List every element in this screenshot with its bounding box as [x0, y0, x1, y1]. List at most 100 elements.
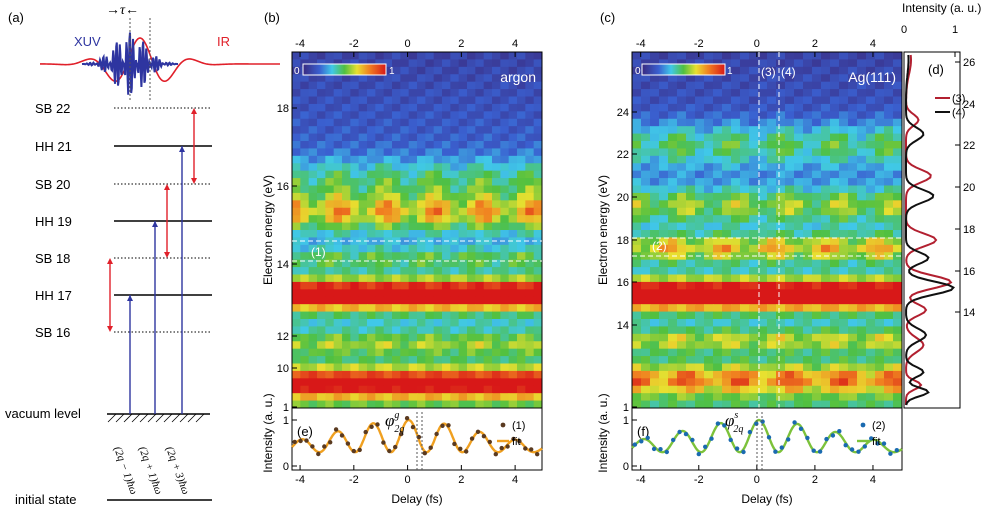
heatmap-cell: [848, 378, 858, 387]
heatmap-cell: [668, 170, 678, 179]
heatmap-cell: [875, 178, 885, 187]
heatmap-cell: [758, 267, 768, 276]
heatmap-cell: [695, 230, 705, 239]
heatmap-cell: [830, 393, 840, 402]
heatmap-cell: [677, 341, 687, 350]
heatmap-cell: [300, 341, 310, 350]
heatmap-cell: [383, 81, 393, 90]
heatmap-cell: [821, 311, 831, 320]
heatmap-cell: [884, 237, 894, 246]
data-point: [517, 439, 522, 444]
heatmap-cell: [695, 170, 705, 179]
heatmap-cell: [358, 341, 368, 350]
heatmap-cell: [713, 103, 723, 112]
heatmap-cell: [508, 148, 518, 157]
heatmap-cell: [408, 304, 418, 313]
heatmap-cell: [292, 356, 301, 365]
heatmap-cell: [884, 348, 894, 357]
heatmap-cell: [749, 348, 759, 357]
heatmap-cell: [704, 341, 714, 350]
heatmap-cell: [731, 192, 741, 201]
heatmap-cell: [731, 133, 741, 142]
heatmap-cell: [704, 348, 714, 357]
heatmap-cell: [458, 163, 468, 172]
heatmap-cell: [408, 118, 418, 127]
data-point: [375, 422, 380, 427]
heatmap-cell: [475, 207, 485, 216]
heatmap-cell: [433, 118, 443, 127]
heatmap-cell: [350, 163, 360, 172]
heatmap-cell: [812, 178, 822, 187]
heatmap-cell: [767, 141, 777, 150]
heatmap-cell: [467, 267, 476, 276]
heatmap-cell: [425, 155, 435, 164]
data-point: [351, 448, 356, 454]
heatmap-cell: [458, 52, 468, 61]
heatmap-cell: [749, 296, 759, 305]
heatmap-cell: [875, 133, 885, 142]
heatmap-cell: [383, 333, 393, 342]
heatmap-cell: [767, 170, 777, 179]
heatmap-cell: [375, 385, 385, 394]
heatmap-cell: [483, 148, 493, 157]
heatmap-cell: [803, 89, 813, 98]
heatmap-cell: [785, 400, 795, 408]
heatmap-cell: [367, 363, 376, 372]
heatmap-cell: [677, 370, 687, 379]
heatmap-cell: [632, 378, 642, 387]
heatmap-cell: [731, 96, 741, 105]
heatmap-cell: [300, 192, 310, 201]
heatmap-cell: [300, 74, 310, 83]
heatmap-cell: [308, 141, 318, 150]
heatmap-cell: [508, 370, 518, 379]
heatmap-cell: [632, 274, 642, 283]
heatmap-cell: [300, 244, 310, 253]
heatmap-cell: [533, 393, 542, 402]
heatmap-cell: [325, 170, 335, 179]
heatmap-cell: [803, 348, 813, 357]
heatmap-cell: [785, 200, 795, 209]
heatmap-cell: [866, 185, 876, 194]
heatmap-cell: [686, 393, 696, 402]
heatmap-cell: [785, 304, 795, 313]
heatmap-cell: [668, 348, 678, 357]
x-tick-label: 0: [754, 38, 760, 50]
heatmap-cell: [704, 400, 714, 408]
panel-e-frame: [291, 407, 543, 471]
heatmap-cell: [308, 155, 318, 164]
heatmap-cell: [392, 244, 401, 253]
heatmap-cell: [350, 356, 360, 365]
heatmap-cell: [425, 393, 435, 402]
heatmap-cell: [508, 185, 518, 194]
data-point: [493, 452, 498, 457]
heatmap-cell: [659, 385, 669, 394]
heatmap-cell: [533, 207, 542, 216]
heatmap-cell: [392, 96, 401, 105]
heatmap-cell: [392, 267, 401, 276]
heatmap-cell: [848, 103, 858, 112]
heatmap-cell: [866, 356, 876, 365]
heatmap-cell: [308, 289, 318, 298]
heatmap-cell: [358, 230, 368, 239]
heatmap-cell: [308, 296, 318, 305]
heatmap-cell: [325, 230, 335, 239]
heatmap-cell: [632, 207, 642, 216]
panel-f-frame: [631, 407, 903, 471]
heatmap-cell: [812, 370, 822, 379]
heatmap-cell: [350, 348, 360, 357]
heatmap-cell: [740, 215, 750, 224]
heatmap-cell: [367, 326, 376, 335]
heatmap-cell: [866, 385, 876, 394]
heatmap-cell: [704, 207, 714, 216]
heatmap-cell: [350, 296, 360, 305]
panel-e-ylabel: Intensity (a. u.): [261, 393, 275, 472]
heatmap-cell: [794, 274, 804, 283]
heatmap-cell: [325, 311, 335, 320]
heatmap-cell: [300, 378, 310, 387]
heatmap-cell: [375, 341, 385, 350]
heatmap-cell: [350, 207, 360, 216]
heatmap-cell: [383, 319, 393, 328]
heatmap-cell: [776, 259, 786, 268]
heatmap-cell: [525, 103, 535, 112]
heatmap-cell: [785, 192, 795, 201]
